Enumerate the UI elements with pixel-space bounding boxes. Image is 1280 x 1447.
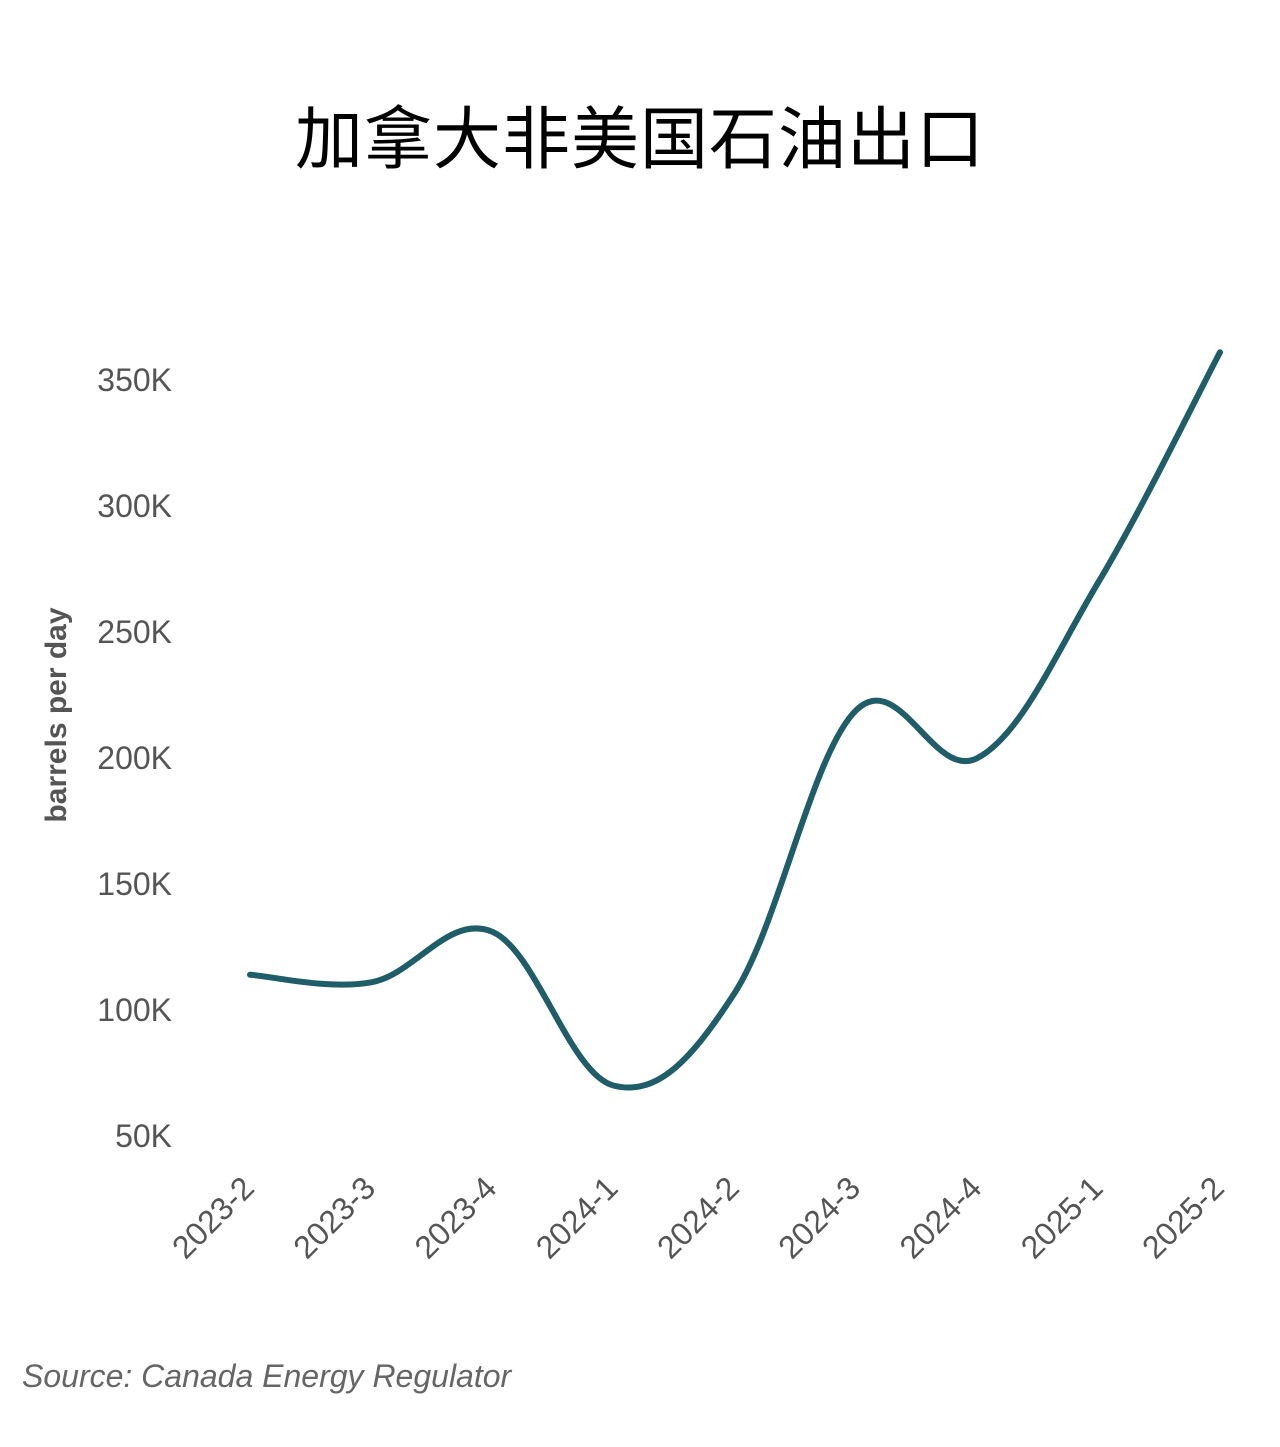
x-tick-label: 2023-2 [165,1169,261,1265]
y-tick-label: 150K [97,866,172,902]
y-tick-label: 300K [97,488,172,524]
data-point [247,972,253,978]
x-tick-label: 2023-4 [408,1169,504,1265]
x-tick-label: 2024-1 [529,1169,625,1265]
y-tick-label: 350K [97,362,172,398]
y-tick-label: 250K [97,614,172,650]
x-tick-label: 2023-3 [286,1169,382,1265]
data-point [975,755,981,761]
x-tick-label: 2025-2 [1135,1169,1231,1265]
x-tick-label: 2024-3 [771,1169,867,1265]
data-point [1217,349,1223,355]
data-point [853,707,859,713]
y-tick-label: 50K [115,1118,172,1154]
source-note: Source: Canada Energy Regulator [22,1358,512,1394]
y-tick-label: 200K [97,740,172,776]
y-tick-label: 100K [97,992,172,1028]
data-point [1096,579,1102,585]
x-axis-ticks: 2023-2 2023-3 2023-4 2024-1 2024-2 2024-3 2024… [165,1169,1231,1265]
data-point [368,979,374,985]
y-axis-label: barrels per day [40,607,73,822]
series-line [247,349,1223,1091]
data-point [611,1083,617,1089]
x-tick-label: 2024-2 [650,1169,746,1265]
chart-title: 加拿大非美国石油出口 [294,101,985,180]
data-point [490,929,496,935]
series-group [247,349,1223,1091]
data-point [732,989,738,995]
x-tick-label: 2025-1 [1014,1169,1110,1265]
y-axis-ticks: 50K 100K 150K 200K 250K 300K 350K [97,362,172,1154]
x-tick-label: 2024-4 [893,1169,989,1265]
